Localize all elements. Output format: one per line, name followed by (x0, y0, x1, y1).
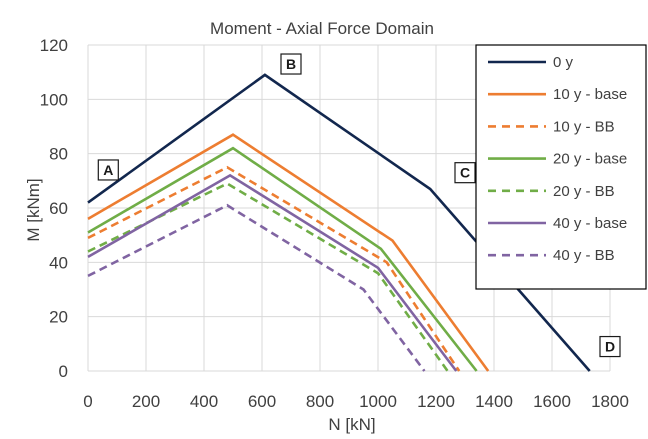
annotation-label: A (103, 162, 113, 178)
x-tick-labels: 0 200 400 600 800 1000 1200 1400 1600 1800 (83, 392, 629, 411)
x-tick-label: 1600 (533, 392, 571, 411)
series-line-10-y-bb (87, 165, 461, 372)
y-tick-label: 120 (40, 36, 68, 55)
x-tick-label: 400 (190, 392, 218, 411)
legend-label: 40 y - BB (553, 247, 615, 264)
x-tick-label: 0 (83, 392, 92, 411)
x-tick-label: 1200 (417, 392, 455, 411)
point-annotations: A B C D (97, 53, 621, 358)
legend-box (475, 44, 647, 290)
annotation-box-a (97, 159, 119, 181)
y-tick-label: 60 (49, 199, 68, 218)
annotation-label: D (605, 339, 615, 355)
y-tick-label: 0 (59, 362, 68, 381)
legend-label: 20 y - BB (553, 183, 615, 200)
x-tick-label: 800 (306, 392, 334, 411)
legend-label: 20 y - base (553, 151, 627, 168)
x-tick-label: 600 (248, 392, 276, 411)
y-tick-label: 20 (49, 308, 68, 327)
series-line-10-y-base (87, 133, 490, 372)
y-tick-labels: 0 20 40 60 80 100 120 (40, 36, 68, 381)
series-line-40-y-bb (87, 203, 426, 372)
annotation-box-d (599, 335, 621, 358)
legend-label: 10 y - base (553, 86, 627, 103)
y-tick-label: 80 (49, 145, 68, 164)
x-axis-label: N [kN] (328, 415, 375, 434)
annotation-label: C (460, 165, 470, 181)
legend-label: 40 y - base (553, 215, 627, 232)
x-tick-label: 200 (132, 392, 160, 411)
chart-title: Moment - Axial Force Domain (210, 19, 434, 38)
legend-label: 10 y - BB (553, 118, 615, 135)
series-line-20-y-base (87, 146, 478, 372)
annotation-box-b (280, 53, 302, 75)
y-axis-label: M [kNm] (24, 178, 43, 241)
annotation-label: B (286, 56, 296, 72)
series-line-20-y-bb (87, 182, 449, 372)
annotation-box-c (454, 162, 476, 184)
legend: 0 y 10 y - base 10 y - BB 20 y - base 20 y -… (475, 44, 647, 290)
gridlines (87, 44, 611, 372)
x-tick-label: 1000 (359, 392, 397, 411)
series-line-40-y-base (87, 173, 458, 372)
x-tick-label: 1400 (475, 392, 513, 411)
legend-label: 0 y (553, 54, 574, 71)
y-tick-label: 100 (40, 90, 68, 109)
y-tick-label: 40 (49, 253, 68, 272)
x-tick-label: 1800 (591, 392, 629, 411)
series-lines (87, 73, 591, 372)
